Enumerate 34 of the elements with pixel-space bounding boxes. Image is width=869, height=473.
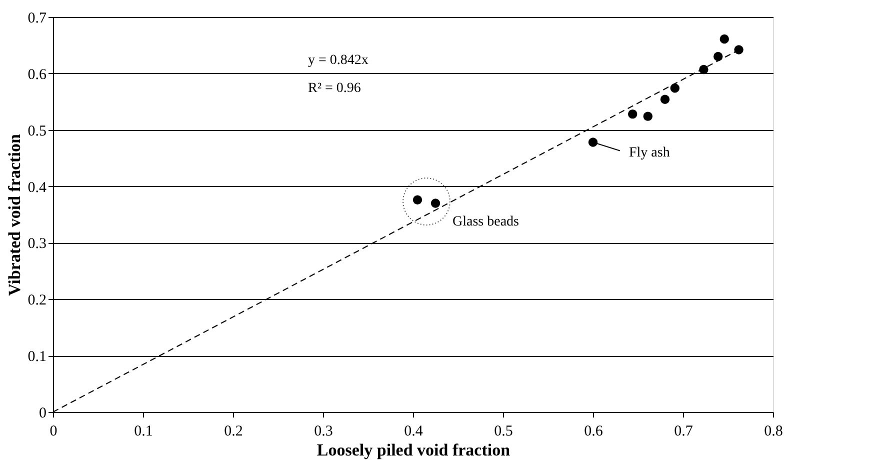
- y-tick-label: 0.4: [28, 180, 47, 196]
- annotation: Glass beads: [452, 214, 519, 230]
- y-tick-label: 0.1: [28, 349, 46, 366]
- point: [588, 138, 598, 147]
- y-axis-title: Vibrated void fraction: [4, 134, 24, 296]
- x-tick-label: 0.6: [584, 424, 604, 440]
- point: [628, 109, 638, 119]
- annotation: R² = 0.96: [308, 81, 361, 96]
- point: [670, 84, 680, 93]
- point: [430, 198, 440, 208]
- x-tick-label: 0.1: [134, 424, 153, 440]
- x-tick-label: 0.2: [224, 424, 243, 440]
- point: [720, 34, 730, 44]
- y-tick-label: 0.2: [28, 292, 46, 309]
- x-tick-label: 0: [50, 424, 58, 440]
- x-axis-title: Loosely piled void fraction: [316, 440, 511, 460]
- annotation: Fly ash: [629, 145, 670, 160]
- y-tick-label: 0.7: [28, 10, 47, 26]
- point: [699, 64, 708, 74]
- annotation: y = 0.842x: [308, 53, 368, 68]
- x-tick-label: 0.8: [764, 424, 783, 440]
- y-tick-label: 0: [39, 406, 46, 422]
- point: [643, 112, 653, 121]
- x-tick-label: 0.5: [494, 424, 513, 440]
- y-tick-label: 0.5: [28, 123, 46, 140]
- y-tick-label: 0.6: [28, 66, 47, 83]
- point: [660, 94, 670, 104]
- x-tick-label: 0.4: [404, 424, 424, 440]
- y-tick-label: 0.3: [28, 236, 46, 252]
- x-tick-label: 0.3: [314, 424, 333, 440]
- point: [713, 52, 723, 62]
- x-tick-label: 0.7: [674, 424, 694, 440]
- point: [412, 195, 422, 204]
- point: [734, 45, 744, 54]
